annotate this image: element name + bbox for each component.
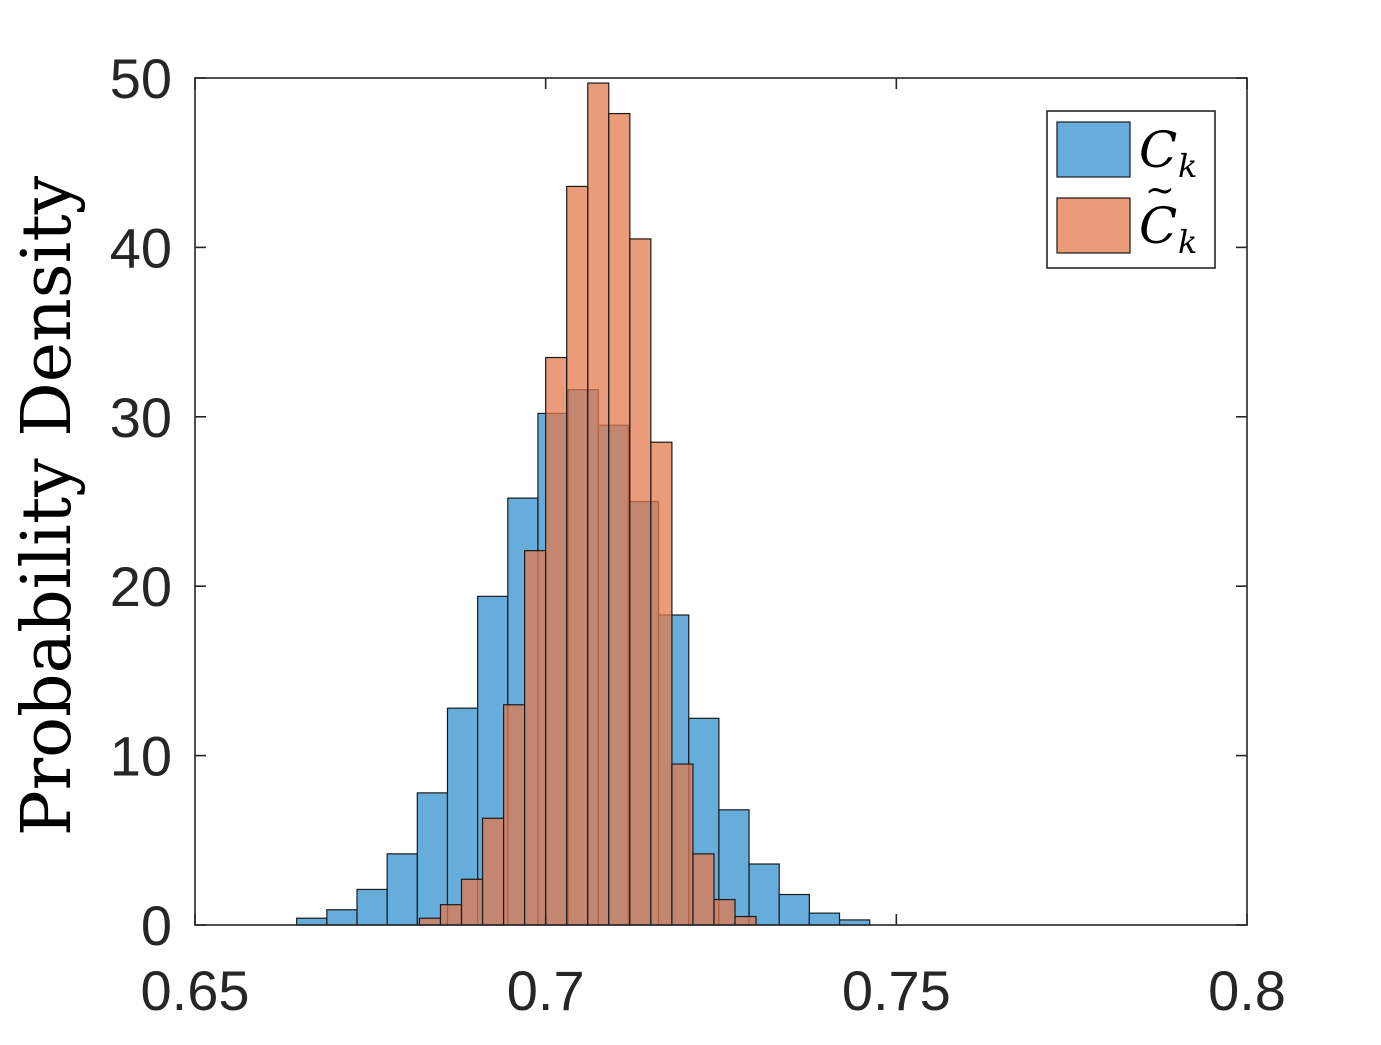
legend-label: C xyxy=(1139,121,1177,179)
legend-label: C xyxy=(1139,197,1177,255)
histogram-bar xyxy=(808,912,841,926)
x-tick-label: 0.8 xyxy=(1208,959,1286,1022)
legend-swatch xyxy=(1056,121,1131,178)
histogram-bar xyxy=(778,893,810,926)
histogram-bar xyxy=(629,238,652,926)
histogram-bar xyxy=(566,185,589,926)
ticks-layer: 0.65 0.7 0.75 0.8 0 10 20 30 40 50 xyxy=(110,47,1286,1022)
y-tick-label: 0 xyxy=(141,894,172,957)
legend-swatch xyxy=(1056,197,1131,254)
y-tick-label: 50 xyxy=(110,47,172,110)
histogram-bar xyxy=(418,917,442,926)
histogram-bar xyxy=(524,550,547,926)
y-axis-label: Probability Density xyxy=(8,175,87,836)
histogram-bar xyxy=(439,904,463,926)
histogram-bar xyxy=(386,853,418,926)
y-tick-label: 10 xyxy=(110,725,172,788)
histogram-bar xyxy=(608,112,631,926)
histogram-bar xyxy=(296,917,328,926)
series-2-bars xyxy=(418,82,757,926)
histogram-bar xyxy=(326,909,358,926)
histogram-bar xyxy=(587,82,610,926)
histogram-bar xyxy=(545,356,568,926)
y-tick-label: 40 xyxy=(110,216,172,279)
histogram-bar xyxy=(713,898,736,926)
x-tick-label: 0.65 xyxy=(141,959,250,1022)
plot-frame xyxy=(194,77,1248,926)
histogram-bar xyxy=(671,763,694,926)
histogram-bar xyxy=(692,853,715,926)
histogram-bar xyxy=(748,863,780,926)
legend-label-tilde: ~ xyxy=(1145,170,1175,211)
histogram-bar xyxy=(460,878,484,926)
histogram-bar xyxy=(650,441,673,926)
histogram-bar xyxy=(734,915,757,926)
y-tick-label: 20 xyxy=(110,555,172,618)
histogram-bar xyxy=(356,888,388,926)
histogram-bar xyxy=(502,704,526,926)
x-tick-label: 0.75 xyxy=(842,959,951,1022)
legend-label-subscript: k xyxy=(1178,147,1197,185)
legend-label-subscript: k xyxy=(1178,223,1197,261)
histogram-bar xyxy=(416,792,449,926)
y-tick-label: 30 xyxy=(110,386,172,449)
bars-layer xyxy=(296,82,871,926)
x-tick-label: 0.7 xyxy=(507,959,585,1022)
histogram-bar xyxy=(481,817,505,926)
